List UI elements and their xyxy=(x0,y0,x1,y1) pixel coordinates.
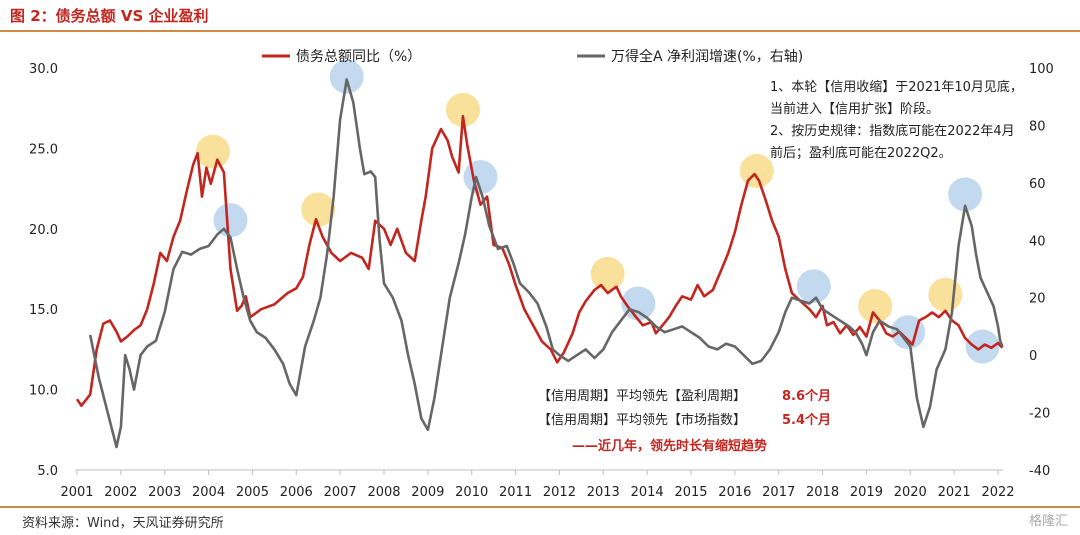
x-tick-label: 2012 xyxy=(543,485,576,500)
y-left-tick-label: 20.0 xyxy=(29,223,58,238)
y-right-tick-label: 0 xyxy=(1029,349,1037,364)
x-tick-label: 2010 xyxy=(455,485,488,500)
debt-peak-marker xyxy=(928,277,963,312)
y-left-tick-label: 15.0 xyxy=(29,303,58,318)
profit-peak-marker xyxy=(213,203,248,238)
debt-peak-marker xyxy=(301,192,336,227)
figure-title: 图 2：债务总额 VS 企业盈利 xyxy=(10,7,209,25)
x-tick-label: 2022 xyxy=(981,485,1014,500)
x-tick-label: 2021 xyxy=(938,485,971,500)
x-tick-label: 2013 xyxy=(587,485,620,500)
y-right-tick-label: -40 xyxy=(1029,464,1050,479)
lead-row-2-label: 【信用周期】平均领先【市场指数】 xyxy=(538,412,746,428)
x-tick-label: 2005 xyxy=(236,485,269,500)
debt-growth-line xyxy=(75,114,1004,407)
y-right-tick-label: 20 xyxy=(1029,292,1046,307)
lead-row-2-value: 5.4个月 xyxy=(782,412,831,428)
y-right-tick-label: -20 xyxy=(1029,407,1050,422)
watermark: 格隆汇 xyxy=(1028,514,1068,529)
profit-peak-marker xyxy=(891,315,926,350)
x-tick-label: 2001 xyxy=(60,485,93,500)
x-tick-label: 2018 xyxy=(806,485,839,500)
x-tick-label: 2006 xyxy=(280,485,313,500)
x-tick-label: 2017 xyxy=(762,485,795,500)
y-left-tick-label: 25.0 xyxy=(29,142,58,157)
lead-row-1-value: 8.6个月 xyxy=(782,388,831,404)
x-tick-label: 2019 xyxy=(850,485,883,500)
y-right-tick-label: 100 xyxy=(1029,62,1054,77)
profit-peak-marker xyxy=(329,59,364,94)
note-line-2: 当前进入【信用扩张】阶段。 xyxy=(770,101,939,117)
debt-peak-marker xyxy=(739,153,774,188)
profit-peak-marker xyxy=(796,269,831,304)
legend-label-debt: 债务总额同比（%） xyxy=(296,49,421,65)
legend-label-profit: 万得全A 净利润增速(%，右轴) xyxy=(611,48,803,65)
note-line-3: 2、按历史规律：指数底可能在2022年4月 xyxy=(770,123,1015,139)
lead-row-1-label: 【信用周期】平均领先【盈利周期】 xyxy=(538,389,746,404)
x-tick-label: 2014 xyxy=(631,485,664,500)
x-tick-label: 2016 xyxy=(718,485,751,500)
y-right-tick-label: 40 xyxy=(1029,234,1046,249)
x-tick-label: 2015 xyxy=(674,485,707,500)
y-left-tick-label: 10.0 xyxy=(29,384,58,399)
profit-peak-marker xyxy=(621,286,656,321)
x-tick-label: 2011 xyxy=(499,485,532,500)
x-tick-label: 2003 xyxy=(148,485,181,500)
debt-peak-marker xyxy=(445,92,480,127)
debt-peak-marker xyxy=(195,134,230,169)
note-line-1: 1、本轮【信用收缩】于2021年10月见底， xyxy=(770,79,1023,95)
y-right-tick-label: 60 xyxy=(1029,177,1046,192)
y-left-tick-label: 5.0 xyxy=(37,464,58,479)
top-rule xyxy=(0,30,1080,32)
x-tick-label: 2002 xyxy=(104,485,137,500)
profit-peak-marker xyxy=(948,177,983,212)
note-line-4: 前后；盈利底可能在2022Q2。 xyxy=(770,145,952,161)
y-left-tick-label: 30.0 xyxy=(29,62,58,77)
x-tick-label: 2009 xyxy=(411,485,444,500)
x-tick-label: 2004 xyxy=(192,485,225,500)
profit-growth-line xyxy=(88,78,1004,449)
trend-note: ——近几年，领先时长有缩短趋势 xyxy=(572,438,767,454)
y-right-tick-label: 80 xyxy=(1029,119,1046,134)
debt-peak-marker xyxy=(858,288,893,323)
source-note: 资料来源：Wind，天风证券研究所 xyxy=(22,516,224,531)
x-tick-label: 2008 xyxy=(367,485,400,500)
debt-peak-marker xyxy=(590,256,625,291)
x-tick-label: 2007 xyxy=(324,485,357,500)
x-tick-label: 2020 xyxy=(894,485,927,500)
bottom-rule xyxy=(0,506,1080,508)
